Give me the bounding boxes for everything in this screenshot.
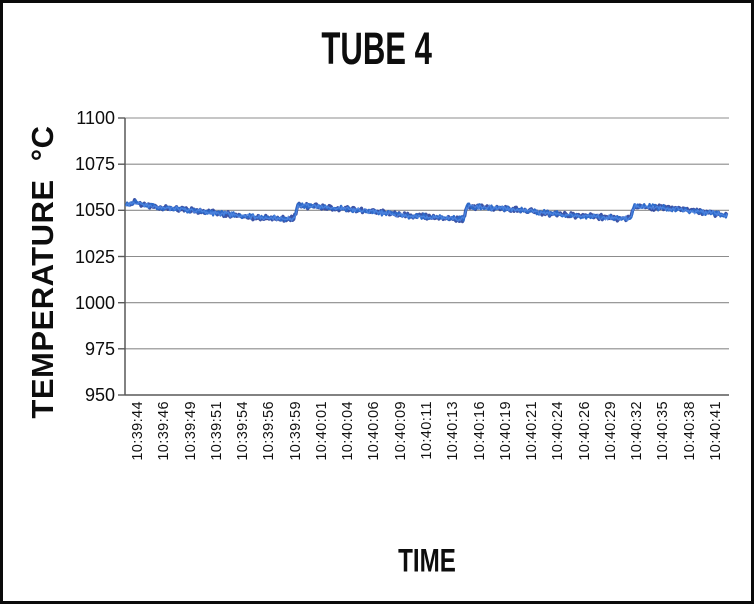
x-tick-label: 10:40:24 bbox=[550, 401, 567, 461]
x-tick-label: 10:40:41 bbox=[707, 401, 724, 461]
x-tick-label: 10:39:46 bbox=[156, 401, 173, 461]
x-tick-label: 10:40:09 bbox=[392, 401, 409, 461]
chart-title-text: TUBE 4 bbox=[321, 23, 433, 74]
x-tick-label: 10:40:38 bbox=[681, 401, 698, 461]
y-tick-label: 1000 bbox=[74, 292, 115, 313]
plot-area bbox=[118, 117, 729, 396]
y-tick-label: 950 bbox=[84, 385, 115, 405]
x-tick-label: 10:40:21 bbox=[524, 401, 541, 461]
x-tick-label: 10:40:32 bbox=[629, 401, 646, 461]
x-axis-title-text: TIME bbox=[398, 542, 457, 579]
x-tick-label: 10:40:19 bbox=[497, 401, 514, 461]
y-tick-label: 1050 bbox=[74, 200, 115, 221]
x-tick-label: 10:39:44 bbox=[130, 401, 147, 461]
x-tick-label: 10:40:29 bbox=[602, 401, 619, 461]
y-tick-label: 1075 bbox=[74, 154, 115, 175]
x-tick-label: 10:40:11 bbox=[419, 401, 435, 460]
x-tick-label: 10:39:56 bbox=[261, 401, 278, 461]
y-tick-label: 975 bbox=[84, 338, 115, 359]
chart-title: TUBE 4 bbox=[3, 23, 751, 74]
x-tick-label: 10:40:16 bbox=[471, 401, 488, 461]
x-tick-label: 10:39:54 bbox=[235, 401, 252, 461]
x-tick-label: 10:39:59 bbox=[287, 401, 304, 461]
x-tick-label: 10:40:06 bbox=[366, 401, 383, 461]
x-tick-label: 10:39:49 bbox=[182, 401, 199, 461]
x-tick-label: 10:40:26 bbox=[576, 401, 593, 461]
x-tick-label: 10:40:13 bbox=[445, 401, 462, 461]
y-tick-label: 1025 bbox=[74, 246, 115, 267]
x-tick-label: 10:39:51 bbox=[208, 401, 225, 461]
x-tick-label: 10:40:35 bbox=[655, 401, 672, 461]
y-tick-label: 1100 bbox=[76, 108, 115, 128]
x-tick-label: 10:40:04 bbox=[340, 401, 357, 461]
x-tick-label: 10:40:01 bbox=[313, 401, 330, 461]
x-axis-title: TIME bbox=[125, 542, 730, 579]
